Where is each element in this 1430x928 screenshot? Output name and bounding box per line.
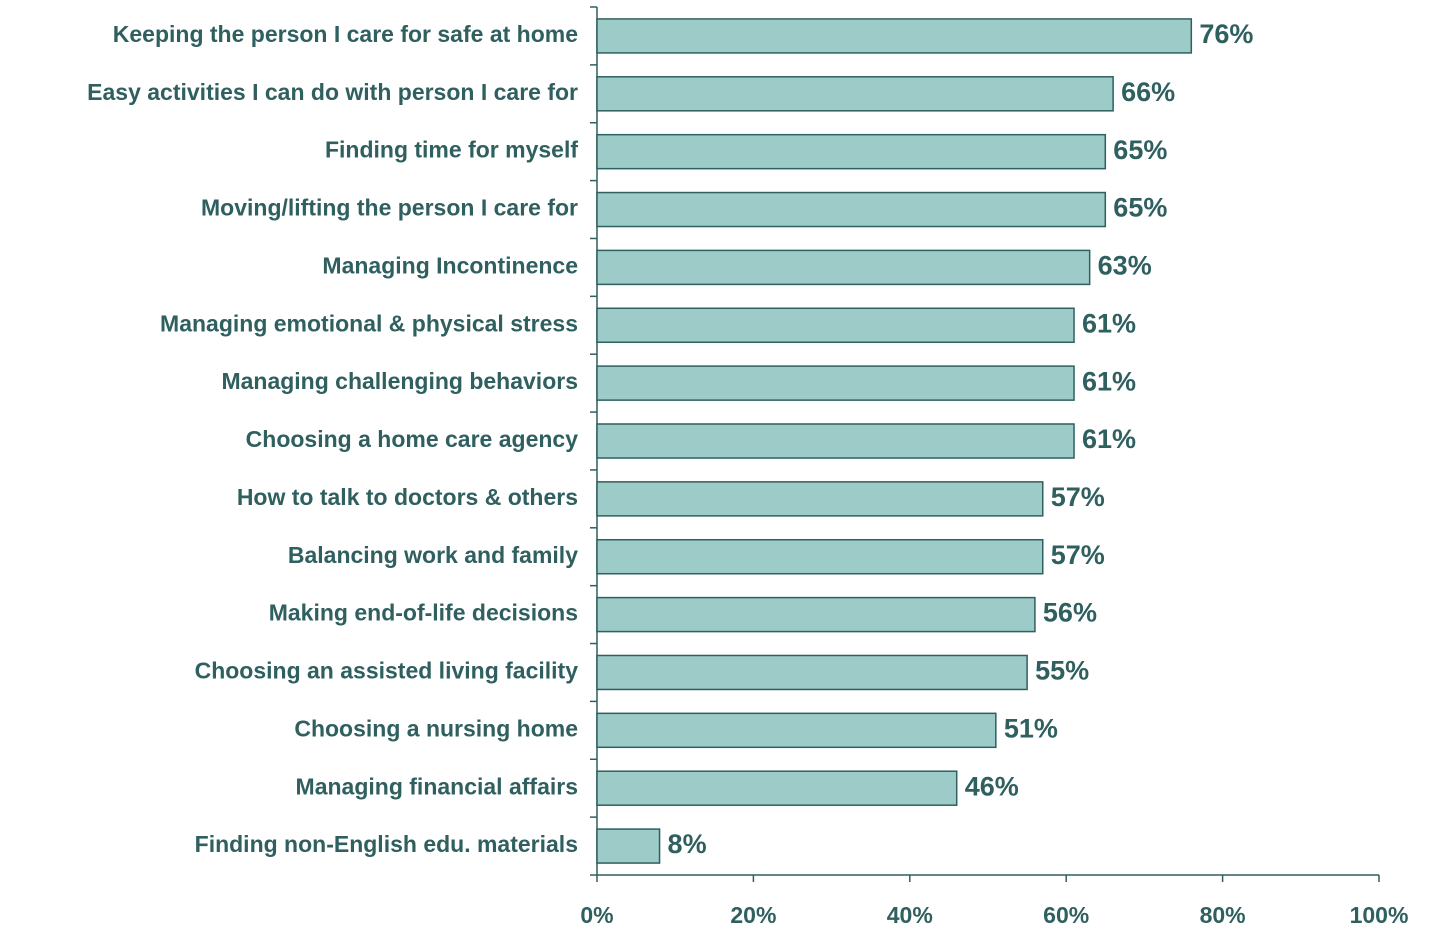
x-tick-label: 60%: [1043, 902, 1089, 928]
y-tick-label: Finding time for myself: [325, 137, 578, 163]
value-label: 66%: [1121, 77, 1175, 107]
y-tick-label: Keeping the person I care for safe at ho…: [113, 21, 578, 47]
value-label: 61%: [1082, 366, 1136, 396]
value-label: 61%: [1082, 308, 1136, 338]
y-tick-label: Moving/lifting the person I care for: [201, 195, 578, 221]
value-label: 61%: [1082, 424, 1136, 454]
y-tick-label: Choosing an assisted living facility: [195, 658, 579, 684]
bar: [596, 481, 1044, 517]
bar: [596, 423, 1075, 459]
bar: [596, 133, 1107, 170]
value-label: 57%: [1051, 540, 1105, 570]
bar: [596, 307, 1075, 344]
value-label: 51%: [1004, 713, 1058, 743]
bar: [596, 828, 661, 864]
bar: [596, 654, 1028, 691]
y-tick-label: Managing emotional & physical stress: [160, 310, 578, 336]
bar: [596, 249, 1091, 286]
y-tick-label: Choosing a nursing home: [294, 715, 578, 741]
bar: [596, 76, 1114, 112]
x-tick-label: 100%: [1350, 902, 1409, 928]
value-label: 76%: [1199, 19, 1253, 49]
value-label: 8%: [668, 829, 707, 859]
y-tick-label: Managing Incontinence: [322, 252, 578, 278]
x-tick-label: 40%: [887, 902, 933, 928]
y-tick-label: Managing financial affairs: [296, 773, 578, 799]
bar: [596, 191, 1107, 228]
y-tick-label: Balancing work and family: [288, 542, 578, 568]
value-label: 63%: [1098, 251, 1152, 281]
value-label: 65%: [1113, 193, 1167, 223]
y-tick-label: Making end-of-life decisions: [269, 600, 578, 626]
value-label: 57%: [1051, 482, 1105, 512]
bar: [596, 770, 958, 806]
bar: [596, 18, 1193, 54]
x-tick-label: 0%: [580, 902, 613, 928]
x-tick-label: 80%: [1200, 902, 1246, 928]
y-tick-label: Choosing a home care agency: [246, 426, 579, 452]
value-label: 56%: [1043, 598, 1097, 628]
bar: [596, 596, 1036, 633]
x-tick-label: 20%: [730, 902, 776, 928]
y-tick-label: How to talk to doctors & others: [237, 484, 578, 510]
bar: [596, 365, 1075, 401]
value-label: 55%: [1035, 656, 1089, 686]
value-label: 46%: [965, 771, 1019, 801]
bar: [596, 712, 997, 749]
y-tick-label: Easy activities I can do with person I c…: [87, 79, 578, 105]
y-tick-label: Managing challenging behaviors: [221, 368, 578, 394]
bar: [596, 538, 1044, 575]
value-label: 65%: [1113, 135, 1167, 165]
y-tick-label: Finding non-English edu. materials: [195, 831, 578, 857]
